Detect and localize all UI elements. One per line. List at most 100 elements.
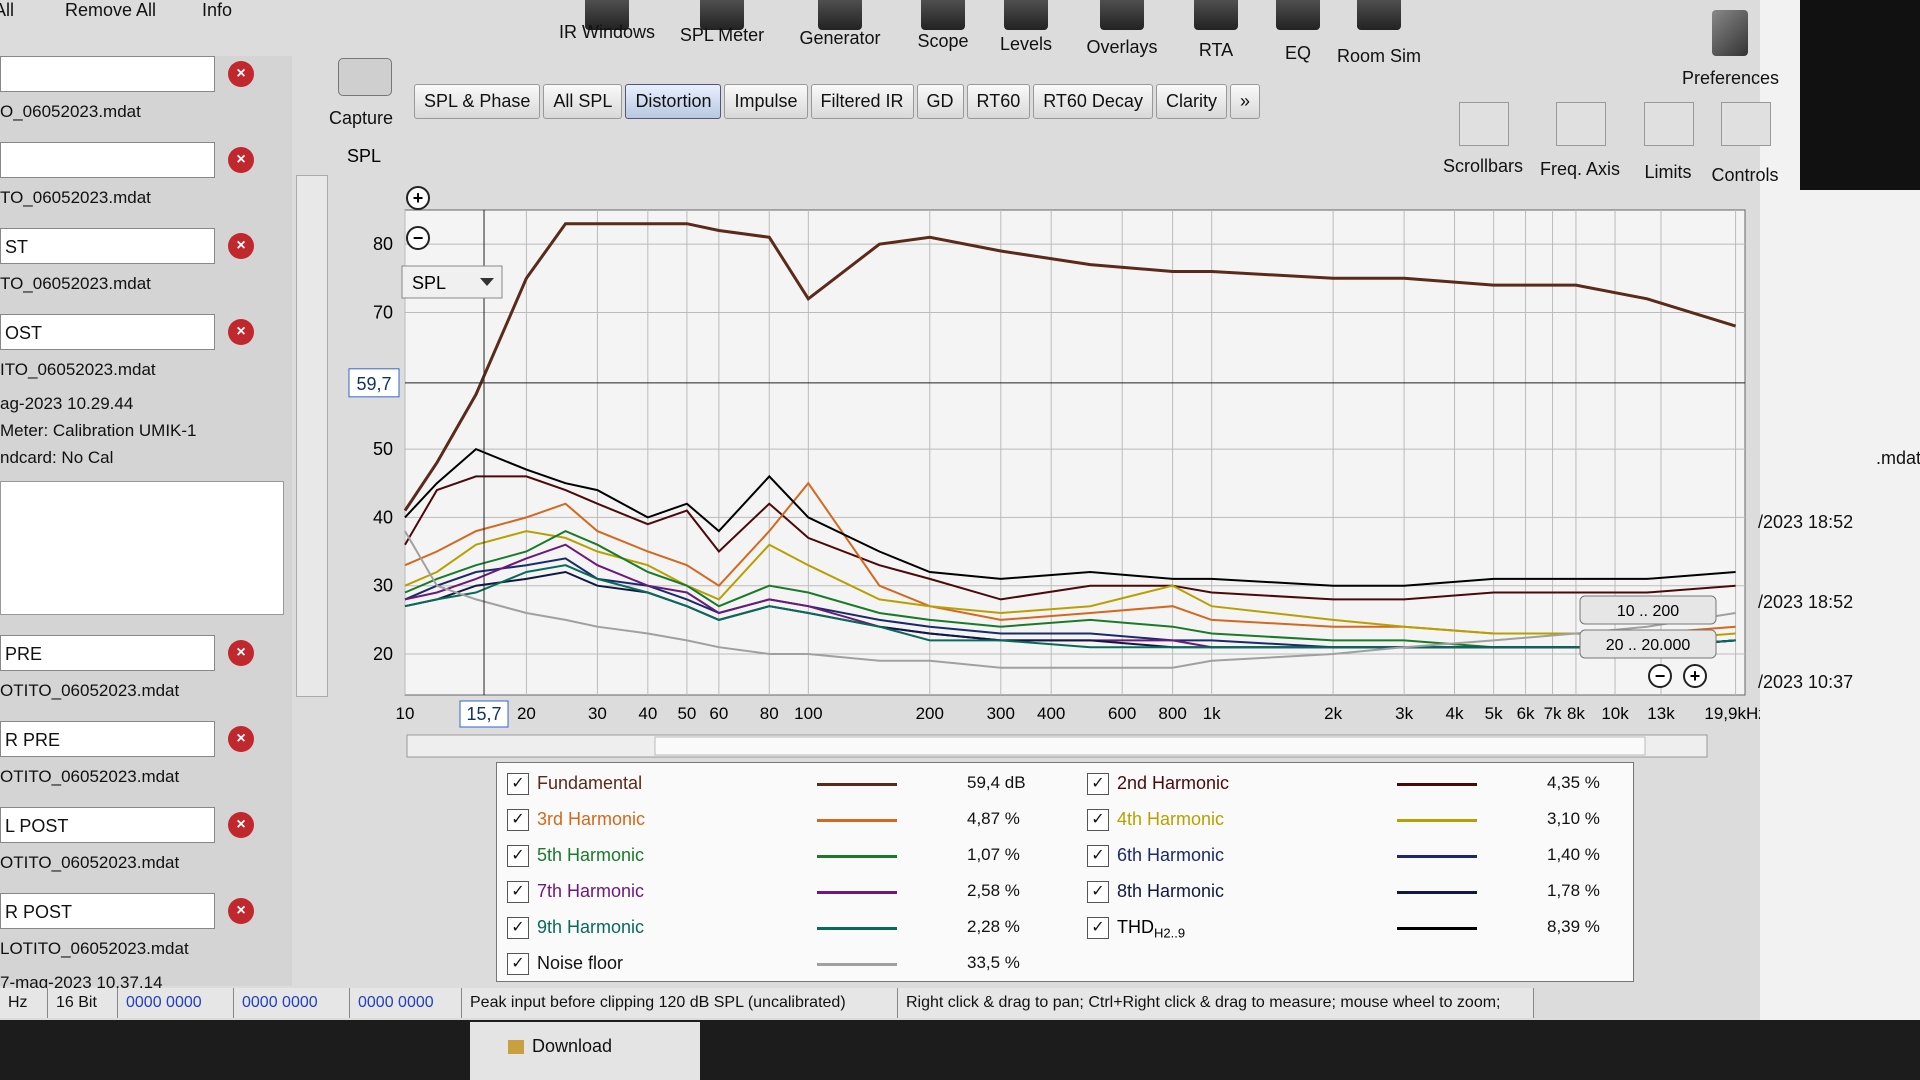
tab[interactable]: RT60 Decay bbox=[1033, 84, 1153, 119]
download-label[interactable]: Download bbox=[532, 1036, 613, 1056]
remove-button[interactable]: × bbox=[228, 812, 254, 838]
view-tool-icon[interactable] bbox=[1644, 102, 1694, 146]
view-tool-icon[interactable] bbox=[1556, 102, 1606, 146]
x-tick-label: 19,9kHz bbox=[1704, 704, 1760, 723]
legend-checkbox[interactable]: ✓ bbox=[507, 953, 529, 975]
tab[interactable]: All SPL bbox=[543, 84, 623, 119]
preferences-icon[interactable] bbox=[1712, 10, 1748, 56]
tab[interactable]: Filtered IR bbox=[810, 84, 914, 119]
side-date[interactable]: /2023 18:52 bbox=[1758, 592, 1854, 612]
measurement-name[interactable] bbox=[0, 142, 215, 178]
remove-button[interactable]: × bbox=[228, 319, 254, 345]
series-line bbox=[403, 222, 1737, 512]
toolbar-label[interactable]: Generator bbox=[799, 28, 881, 48]
remove-button[interactable]: × bbox=[228, 147, 254, 173]
toolbar-icon[interactable] bbox=[1004, 0, 1048, 30]
x-tick-label: 6k bbox=[1517, 704, 1535, 723]
capture-icon[interactable] bbox=[338, 58, 392, 96]
legend-checkbox[interactable]: ✓ bbox=[1087, 773, 1109, 795]
measurement-detail: ndcard: No Cal bbox=[0, 448, 114, 467]
toolbar-label[interactable]: Scope bbox=[917, 31, 969, 51]
view-tool-icon[interactable] bbox=[1721, 102, 1771, 146]
x-tick-label: 10 bbox=[396, 704, 415, 723]
tab[interactable]: » bbox=[1229, 84, 1260, 119]
view-tool-label[interactable]: Controls bbox=[1711, 165, 1779, 185]
measurement-file: LOTITO_06052023.mdat bbox=[0, 939, 189, 958]
menu-item[interactable]: Info bbox=[202, 0, 233, 20]
toolbar-icon[interactable] bbox=[585, 0, 629, 30]
x-tick-label: 300 bbox=[987, 704, 1015, 723]
toolbar-label[interactable]: Overlays bbox=[1086, 37, 1158, 57]
range-button bbox=[1579, 595, 1717, 625]
selector-label: SPL bbox=[412, 273, 446, 293]
legend-name: THDH2..9 bbox=[1117, 917, 1186, 941]
legend-readout: 59,4 dB bbox=[967, 773, 1026, 792]
measurement-name[interactable] bbox=[0, 56, 215, 92]
toolbar-icon[interactable] bbox=[818, 0, 862, 30]
tab[interactable]: Distortion bbox=[625, 84, 722, 119]
view-tool-label[interactable]: Limits bbox=[1644, 162, 1692, 182]
measurement-name[interactable]: L POST bbox=[0, 807, 215, 843]
toolbar-icon[interactable] bbox=[1100, 0, 1144, 30]
legend-checkbox[interactable]: ✓ bbox=[1087, 881, 1109, 903]
tab[interactable]: Impulse bbox=[724, 84, 808, 119]
status-field: Right click & drag to pan; Ctrl+Right cl… bbox=[898, 988, 1534, 1018]
y-axis-label: SPL bbox=[347, 146, 381, 166]
measurement-name[interactable]: R POST bbox=[0, 893, 215, 929]
side-date[interactable]: /2023 10:37 bbox=[1758, 672, 1854, 692]
toolbar-icon[interactable] bbox=[1276, 0, 1320, 30]
remove-button[interactable]: × bbox=[228, 640, 254, 666]
legend-checkbox[interactable]: ✓ bbox=[507, 809, 529, 831]
legend-checkbox[interactable]: ✓ bbox=[1087, 917, 1109, 939]
measurement-file: OTITO_06052023.mdat bbox=[0, 767, 180, 786]
preferences-label[interactable]: Preferences bbox=[1682, 68, 1780, 88]
toolbar-label[interactable]: Levels bbox=[999, 34, 1053, 54]
view-tool-label[interactable]: Scrollbars bbox=[1442, 156, 1524, 176]
view-tool-icon[interactable] bbox=[1459, 102, 1509, 146]
vertical-scrollbar[interactable] bbox=[296, 175, 328, 697]
toolbar-label[interactable]: SPL Meter bbox=[679, 25, 765, 45]
x-tick-label: 5k bbox=[1485, 704, 1503, 723]
toolbar-icon[interactable] bbox=[1194, 0, 1238, 30]
legend-checkbox[interactable]: ✓ bbox=[1087, 845, 1109, 867]
legend-checkbox[interactable]: ✓ bbox=[507, 881, 529, 903]
capture-label[interactable]: Capture bbox=[329, 108, 394, 128]
legend-checkbox[interactable]: ✓ bbox=[507, 845, 529, 867]
zoom-symbol: − bbox=[413, 228, 424, 248]
measurement-name[interactable]: PRE bbox=[0, 635, 215, 671]
view-tool-label[interactable]: Freq. Axis bbox=[1539, 159, 1621, 179]
toolbar-icon[interactable] bbox=[921, 0, 965, 30]
remove-button[interactable]: × bbox=[228, 898, 254, 924]
remove-button[interactable]: × bbox=[228, 61, 254, 87]
measurement-entry: × O_06052023.mdat bbox=[0, 56, 292, 142]
toolbar-label[interactable]: EQ bbox=[1284, 43, 1312, 63]
toolbar-label[interactable]: IR Windows bbox=[558, 22, 656, 42]
y-tick-label: 50 bbox=[373, 439, 393, 459]
side-date[interactable]: /2023 18:52 bbox=[1758, 512, 1854, 532]
toolbar-icon[interactable] bbox=[1357, 0, 1401, 30]
measurement-name[interactable]: OST bbox=[0, 314, 215, 350]
legend-swatch bbox=[1397, 927, 1477, 930]
toolbar-icon[interactable] bbox=[700, 0, 744, 30]
tab[interactable]: SPL & Phase bbox=[414, 84, 541, 119]
measurement-file: ITO_06052023.mdat bbox=[0, 360, 156, 379]
menu-item[interactable]: All bbox=[0, 0, 15, 20]
remove-button[interactable]: × bbox=[228, 233, 254, 259]
taskbar bbox=[0, 1020, 1920, 1080]
toolbar-label[interactable]: RTA bbox=[1198, 40, 1234, 60]
tab[interactable]: Clarity bbox=[1155, 84, 1227, 119]
legend-checkbox[interactable]: ✓ bbox=[507, 917, 529, 939]
legend-swatch bbox=[1397, 891, 1477, 894]
measurement-name[interactable]: ST bbox=[0, 228, 215, 264]
tab[interactable]: RT60 bbox=[966, 84, 1031, 119]
legend-readout: 4,35 % bbox=[1547, 773, 1600, 792]
toolbar-label[interactable]: Room Sim bbox=[1336, 46, 1422, 66]
tab[interactable]: GD bbox=[916, 84, 964, 119]
measurement-name[interactable]: R PRE bbox=[0, 721, 215, 757]
folder-icon bbox=[508, 1040, 524, 1054]
remove-button[interactable]: × bbox=[228, 726, 254, 752]
legend-swatch bbox=[817, 783, 897, 786]
legend-checkbox[interactable]: ✓ bbox=[1087, 809, 1109, 831]
legend-checkbox[interactable]: ✓ bbox=[507, 773, 529, 795]
menu-item[interactable]: Remove All bbox=[65, 0, 157, 20]
